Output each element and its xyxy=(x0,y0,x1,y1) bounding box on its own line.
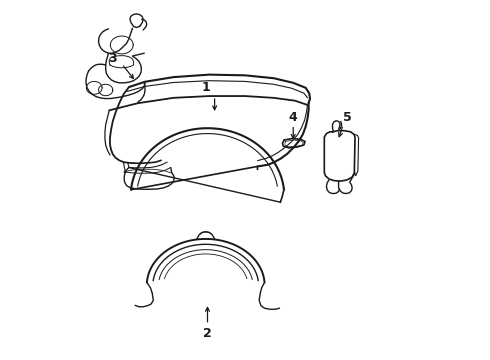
Text: 5: 5 xyxy=(343,111,352,124)
Text: 2: 2 xyxy=(203,327,212,340)
Text: 3: 3 xyxy=(108,52,117,65)
Text: 4: 4 xyxy=(289,111,297,124)
Text: 1: 1 xyxy=(201,81,210,94)
